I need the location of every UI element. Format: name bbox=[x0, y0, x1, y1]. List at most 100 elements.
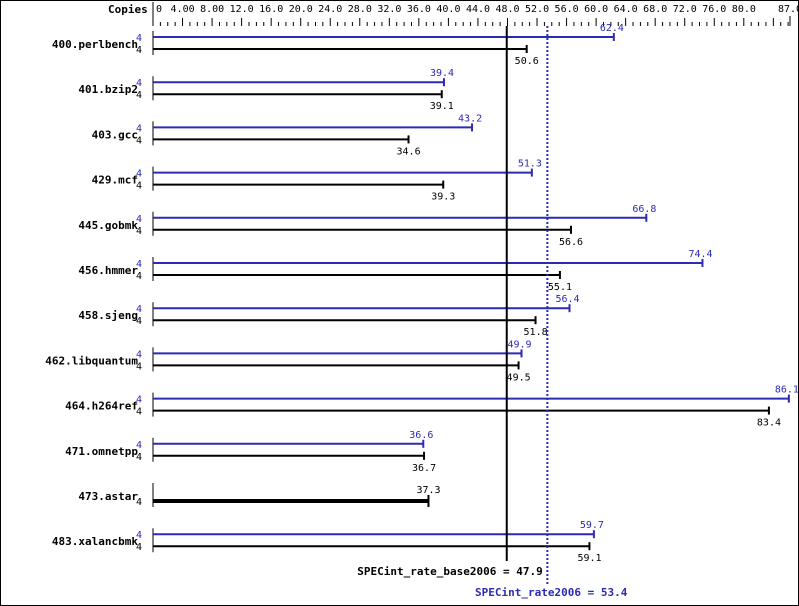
benchmark-label: 464.h264ref bbox=[65, 400, 138, 413]
benchmark-label: 403.gcc bbox=[92, 128, 138, 141]
benchmark-label: 429.mcf bbox=[92, 174, 138, 187]
benchmark-label: 456.hmmer bbox=[78, 264, 138, 277]
base-value-label: 50.6 bbox=[515, 56, 539, 67]
benchmark-label: 483.xalancbmk bbox=[52, 535, 138, 548]
copies-label: 4 bbox=[136, 349, 142, 360]
copies-label: 4 bbox=[136, 169, 142, 180]
tick-label: 20.0 bbox=[289, 4, 313, 15]
tick-label: 36.0 bbox=[407, 4, 431, 15]
tick-label: 24.0 bbox=[318, 4, 342, 15]
benchmark-label: 471.omnetpp bbox=[65, 445, 138, 458]
benchmark-label: 400.perlbench bbox=[52, 38, 138, 51]
base-value-label: 59.1 bbox=[577, 553, 601, 564]
copies-label: 4 bbox=[136, 395, 142, 406]
tick-label: 48.0 bbox=[495, 4, 519, 15]
tick-label: 68.0 bbox=[643, 4, 667, 15]
copies-label: 4 bbox=[136, 214, 142, 225]
peak-value-label: 51.3 bbox=[518, 159, 542, 170]
copies-label: 4 bbox=[136, 181, 142, 192]
benchmark-label: 473.astar bbox=[78, 490, 138, 503]
tick-label: 16.0 bbox=[259, 4, 283, 15]
peak-value-label: 74.4 bbox=[688, 249, 712, 260]
copies-label: 4 bbox=[136, 90, 142, 101]
copies-label: 4 bbox=[136, 271, 142, 282]
benchmark-label: 458.sjeng bbox=[78, 309, 138, 322]
peak-value-label: 39.4 bbox=[430, 68, 454, 79]
peak-value-label: 49.9 bbox=[508, 339, 532, 350]
copies-header: Copies bbox=[108, 3, 148, 16]
tick-label: 52.0 bbox=[525, 4, 549, 15]
benchmark-label: 401.bzip2 bbox=[78, 83, 138, 96]
base-value-label: 37.3 bbox=[416, 485, 440, 496]
copies-label: 4 bbox=[136, 530, 142, 541]
peak-value-label: 59.7 bbox=[580, 520, 604, 531]
peak-value-label: 86.1 bbox=[775, 385, 799, 396]
benchmark-rows: 400.perlbench462.4450.6401.bzip2439.4439… bbox=[45, 23, 799, 564]
copies-label: 4 bbox=[136, 361, 142, 372]
tick-label: 32.0 bbox=[377, 4, 401, 15]
copies-label: 4 bbox=[136, 407, 142, 418]
copies-label: 4 bbox=[136, 135, 142, 146]
base-value-label: 39.3 bbox=[431, 192, 455, 203]
tick-label: 28.0 bbox=[348, 4, 372, 15]
tick-label: 87.0 bbox=[778, 4, 799, 15]
copies-label: 4 bbox=[136, 226, 142, 237]
copies-label: 4 bbox=[136, 542, 142, 553]
benchmark-label: 445.gobmk bbox=[78, 219, 138, 232]
copies-label: 4 bbox=[136, 33, 142, 44]
copies-label: 4 bbox=[136, 497, 142, 508]
base-value-label: 83.4 bbox=[757, 418, 781, 429]
tick-label: 76.0 bbox=[702, 4, 726, 15]
tick-label: 0 bbox=[156, 4, 162, 15]
base-value-label: 36.7 bbox=[412, 463, 436, 474]
tick-label: 72.0 bbox=[673, 4, 697, 15]
peak-mean-label: SPECint_rate2006 = 53.4 bbox=[475, 586, 628, 599]
tick-label: 56.0 bbox=[555, 4, 579, 15]
base-value-label: 39.1 bbox=[430, 101, 454, 112]
copies-label: 4 bbox=[136, 452, 142, 463]
base-value-label: 55.1 bbox=[548, 282, 572, 293]
copies-label: 4 bbox=[136, 304, 142, 315]
peak-value-label: 56.4 bbox=[556, 294, 580, 305]
copies-label: 4 bbox=[136, 123, 142, 134]
tick-label: 60.0 bbox=[584, 4, 608, 15]
base-value-label: 56.6 bbox=[559, 237, 583, 248]
tick-label: 8.00 bbox=[200, 4, 224, 15]
base-value-label: 51.8 bbox=[524, 327, 548, 338]
peak-value-label: 43.2 bbox=[458, 113, 482, 124]
tick-label: 12.0 bbox=[230, 4, 254, 15]
copies-label: 4 bbox=[136, 78, 142, 89]
peak-value-label: 36.6 bbox=[409, 430, 433, 441]
copies-label: 4 bbox=[136, 440, 142, 451]
peak-value-label: 66.8 bbox=[632, 204, 656, 215]
base-value-label: 49.5 bbox=[507, 372, 531, 383]
copies-label: 4 bbox=[136, 259, 142, 270]
summary-lines: SPECint_rate_base2006 = 47.9 SPECint_rate… bbox=[357, 26, 628, 599]
base-mean-label: SPECint_rate_base2006 = 47.9 bbox=[357, 565, 542, 578]
benchmark-label: 462.libquantum bbox=[45, 354, 138, 367]
tick-label: 44.0 bbox=[466, 4, 490, 15]
tick-label: 4.00 bbox=[171, 4, 195, 15]
copies-label: 4 bbox=[136, 45, 142, 56]
tick-label: 80.0 bbox=[732, 4, 756, 15]
base-value-label: 34.6 bbox=[397, 146, 421, 157]
tick-label: 40.0 bbox=[436, 4, 460, 15]
peak-value-label: 62.4 bbox=[600, 23, 624, 34]
tick-label: 64.0 bbox=[614, 4, 638, 15]
x-axis: 0 4.00 8.00 12.0 16.0 20.0 24.0 28.0 32.0 36.0 40.… bbox=[152, 4, 799, 26]
copies-label: 4 bbox=[136, 316, 142, 327]
